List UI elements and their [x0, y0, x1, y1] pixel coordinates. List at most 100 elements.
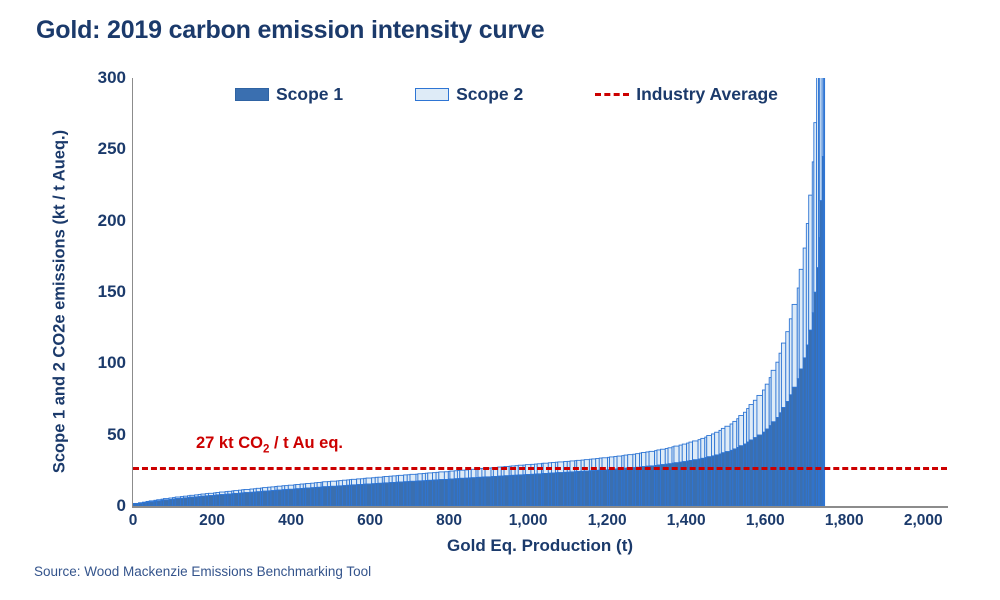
bar-segment-scope1 — [322, 486, 328, 506]
bar — [330, 480, 337, 506]
bar-segment-scope1 — [656, 464, 661, 506]
legend-item[interactable]: Scope 1 — [235, 84, 343, 105]
bar-segment-scope2 — [752, 399, 758, 439]
bar — [360, 478, 365, 506]
bar-segment-scope2 — [764, 383, 770, 430]
bar-segment-scope2 — [305, 483, 312, 489]
bar-segment-scope1 — [785, 401, 790, 506]
bar-segment-scope1 — [243, 492, 251, 506]
bar — [700, 437, 706, 506]
bar — [179, 496, 185, 506]
bar — [724, 425, 731, 506]
bar — [138, 502, 143, 506]
bar-segment-scope2 — [409, 473, 417, 482]
bar-segment-scope2 — [681, 443, 688, 463]
bar-segment-scope2 — [692, 440, 699, 461]
x-tick-label: 200 — [199, 512, 225, 529]
bar-segment-scope2 — [249, 488, 254, 493]
bar-segment-scope2 — [371, 477, 376, 485]
legend-item[interactable]: Scope 2 — [415, 84, 523, 105]
bar-segment-scope1 — [613, 468, 618, 506]
x-tick-label: 1,200 — [587, 512, 627, 529]
bar-segment-scope1 — [580, 470, 585, 506]
bar — [752, 399, 758, 506]
bar-segment-scope2 — [388, 475, 393, 484]
bar-segment-scope2 — [678, 444, 683, 463]
bar — [798, 268, 804, 506]
bar — [464, 469, 469, 506]
bar-segment-scope1 — [227, 493, 233, 506]
bar-segment-scope2 — [443, 471, 449, 480]
bar — [681, 443, 688, 506]
bar — [215, 492, 220, 506]
bar-segment-scope1 — [453, 478, 458, 506]
bar — [791, 303, 798, 506]
bar-segment-scope1 — [276, 489, 283, 506]
bar-segment-scope2 — [623, 454, 629, 469]
bar — [524, 464, 532, 506]
bar-segment-scope1 — [168, 498, 173, 506]
legend-swatch-industry-average — [595, 93, 630, 96]
bar-segment-scope1 — [641, 466, 647, 506]
x-axis-tick-labels: 0 200 400 600 800 1,000 1,200 1,400 1,600 1,800 2,… — [129, 512, 947, 538]
bar-segment-scope2 — [648, 450, 656, 467]
bar-segment-scope1 — [660, 464, 666, 506]
bar-segment-scope1 — [780, 407, 787, 506]
legend-swatch-scope1 — [235, 88, 269, 101]
bar-segment-scope1 — [310, 487, 315, 506]
bar-segment-scope1 — [398, 481, 405, 506]
bar — [326, 481, 332, 506]
x-axis-title: Gold Eq. Production (t) — [446, 536, 634, 555]
bar-segment-scope2 — [732, 420, 738, 450]
bar — [356, 478, 362, 506]
bar-segment-scope1 — [371, 483, 376, 506]
bar-segment-scope1 — [808, 329, 813, 506]
bar-segment-scope1 — [316, 486, 322, 506]
bar-segment-scope1 — [711, 455, 716, 506]
bar — [823, 78, 826, 506]
bar-segment-scope1 — [601, 469, 609, 506]
bar — [627, 454, 634, 506]
bar-segment-scope2 — [262, 487, 269, 492]
bar — [168, 497, 173, 506]
bar-segment-scope2 — [641, 452, 647, 468]
bar — [338, 480, 343, 506]
bar — [388, 475, 393, 506]
bar-segment-scope2 — [267, 486, 272, 492]
bar-segment-scope2 — [673, 445, 680, 464]
bar-segment-scope2 — [310, 482, 315, 489]
x-tick-label: 2,000 — [903, 512, 943, 529]
bar-segment-scope1 — [204, 495, 209, 506]
bar — [145, 500, 150, 506]
bar-segment-scope1 — [233, 493, 239, 506]
bar — [660, 448, 666, 506]
bar-segment-scope1 — [145, 501, 150, 506]
bar-segment-scope1 — [432, 479, 437, 506]
bar — [432, 472, 437, 506]
bar-segment-scope1 — [591, 470, 597, 506]
bar-segment-scope1 — [514, 474, 519, 506]
bar — [678, 444, 683, 506]
bar-segment-scope1 — [576, 471, 582, 506]
bar-segment-scope1 — [179, 497, 185, 506]
legend-label: Industry Average — [636, 84, 778, 104]
bar-segment-scope1 — [627, 467, 634, 506]
bar — [305, 483, 312, 506]
bar — [609, 456, 615, 506]
bar-segment-scope1 — [287, 488, 295, 506]
legend-item[interactable]: Industry Average — [595, 84, 778, 105]
bar — [409, 473, 417, 506]
bar — [738, 415, 744, 506]
bar-segment-scope2 — [391, 475, 397, 483]
bar-segment-scope1 — [249, 491, 254, 506]
x-tick-label: 600 — [357, 512, 384, 529]
bar-segment-scope1 — [356, 484, 362, 506]
bar — [189, 494, 196, 506]
bar — [295, 484, 301, 506]
bar-segment-scope2 — [377, 476, 383, 484]
bar-segment-scope2 — [316, 482, 322, 488]
y-tick-label: 300 — [97, 68, 126, 87]
bar — [310, 482, 315, 506]
bar-segment-scope1 — [616, 468, 623, 506]
bar-segment-scope1 — [732, 448, 738, 506]
